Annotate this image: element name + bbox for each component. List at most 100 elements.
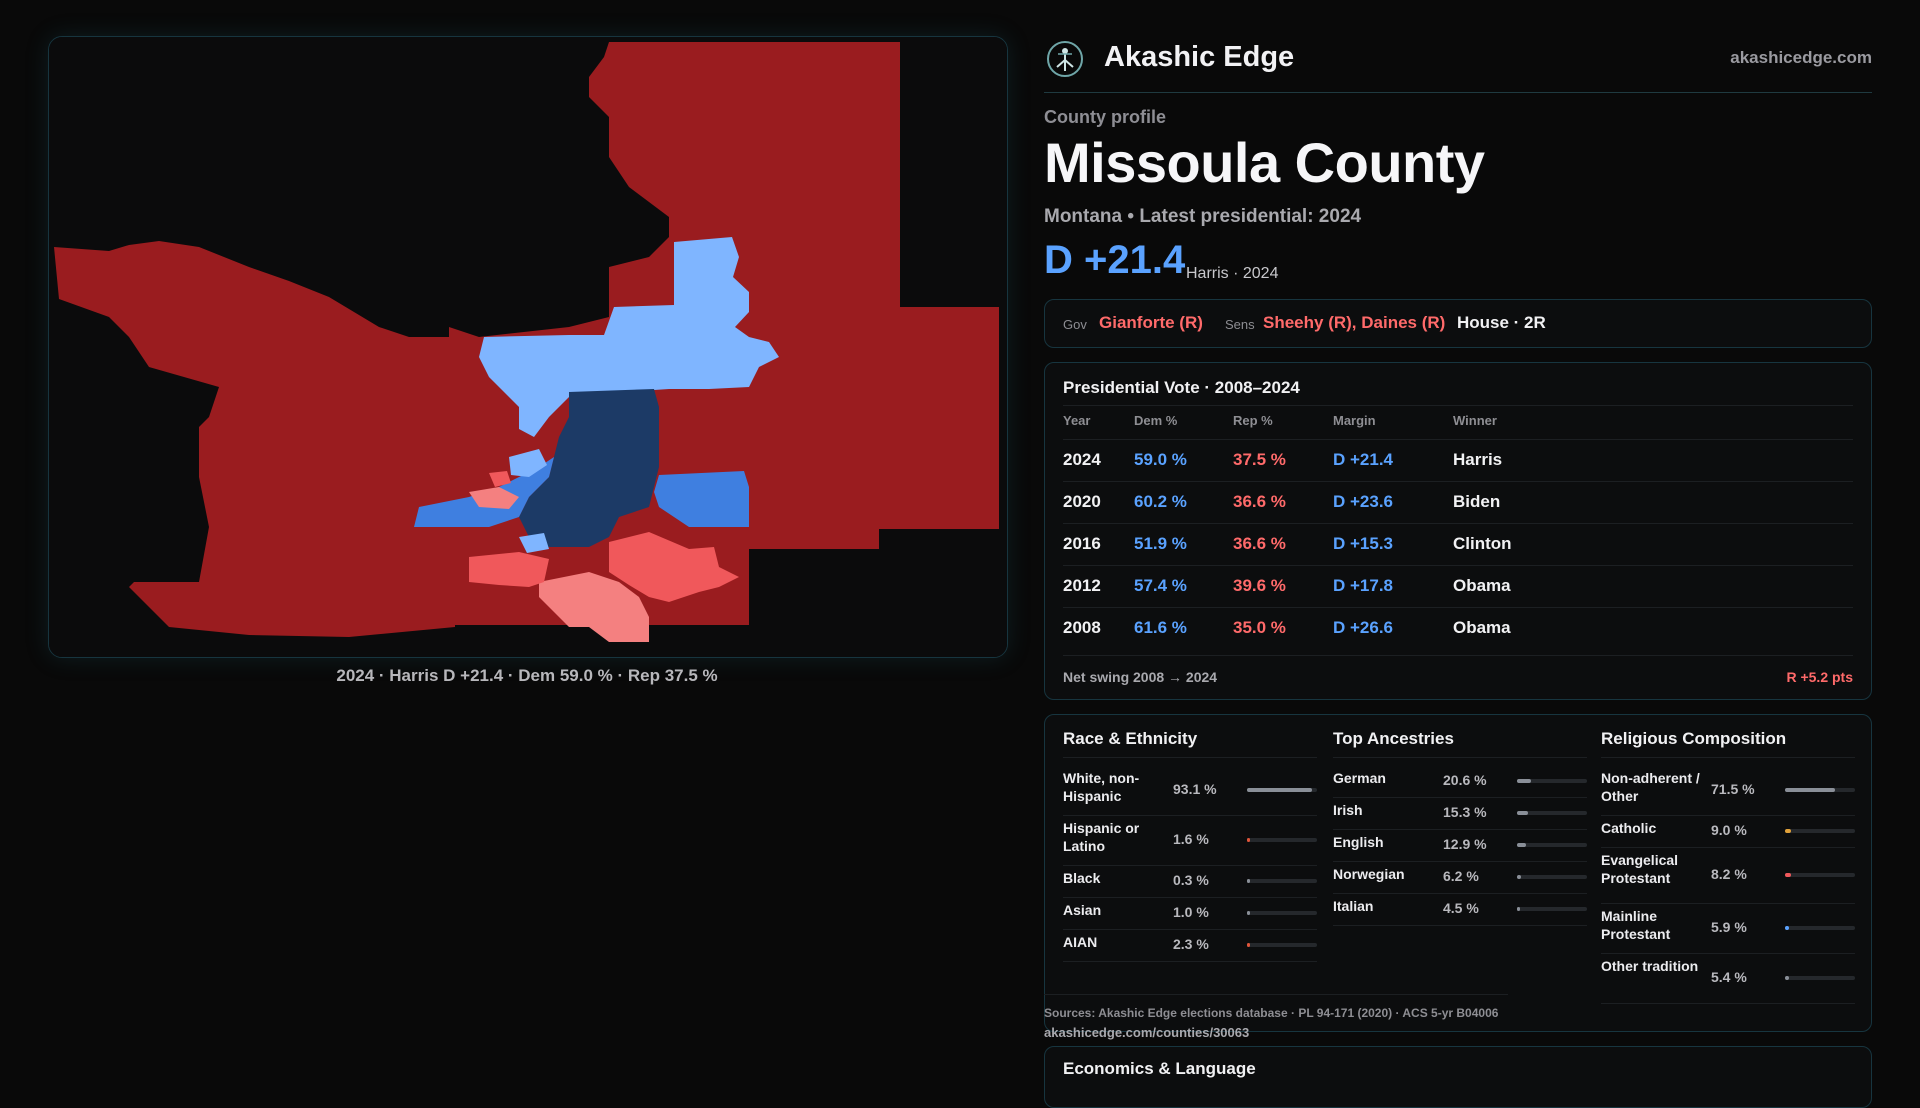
house-delegation: House · 2R	[1457, 313, 1546, 332]
religion-bar-fill	[1785, 976, 1789, 980]
race-row: Black 0.3 %	[1063, 865, 1317, 898]
vote-cell-rep: 36.6 %	[1233, 492, 1286, 511]
brand-name: Akashic Edge	[1104, 41, 1295, 73]
vote-row[interactable]: 2020 60.2 % 36.6 % D +23.6 Biden	[1063, 481, 1853, 523]
governor-name: Gianforte (R)	[1099, 313, 1203, 332]
vote-row[interactable]: 2008 61.6 % 35.0 % D +26.6 Obama	[1063, 607, 1853, 649]
tree-of-life-icon	[1047, 41, 1083, 77]
ancestry-label: Norwegian	[1333, 866, 1405, 882]
sources-rule	[1044, 994, 1508, 995]
race-value: 2.3 %	[1173, 936, 1209, 952]
ancestry-label: Italian	[1333, 898, 1374, 914]
profile-subtitle: Montana • Latest presidential: 2024	[1044, 206, 1362, 227]
vote-cell-winner: Obama	[1453, 576, 1511, 595]
vote-cell-dem: 51.9 %	[1134, 534, 1187, 553]
precinct-small-1[interactable]	[469, 487, 519, 509]
precinct-rep-south-light[interactable]	[539, 572, 649, 642]
vote-cell-dem: 59.0 %	[1134, 450, 1187, 469]
source-url-link[interactable]: akashicedge.com/counties/30063	[1044, 1025, 1250, 1040]
vote-row[interactable]: 2016 51.9 % 36.6 % D +15.3 Clinton	[1063, 523, 1853, 565]
precinct-dem-core[interactable]	[519, 389, 659, 547]
county-map[interactable]	[48, 36, 1008, 658]
religion-value: 8.2 %	[1711, 866, 1747, 882]
page-title: Missoula County	[1044, 131, 1485, 194]
religion-bar-track	[1785, 788, 1855, 792]
header-dem: Dem %	[1134, 413, 1178, 428]
vote-cell-winner: Obama	[1453, 618, 1511, 637]
religion-row: Catholic 9.0 %	[1601, 815, 1855, 848]
vote-cell-year: 2024	[1063, 450, 1101, 469]
ancestry-bar-track	[1517, 907, 1587, 911]
race-value: 1.0 %	[1173, 904, 1209, 920]
religion-row: Non-adherent / Other 71.5 %	[1601, 765, 1855, 816]
precinct-dem-east[interactable]	[654, 471, 749, 527]
race-bar-track	[1247, 788, 1317, 792]
presidential-vote-card: Presidential Vote · 2008–2024 Year Dem %…	[1044, 362, 1872, 700]
vote-cell-year: 2008	[1063, 618, 1101, 637]
vote-cell-margin: D +17.8	[1333, 576, 1394, 595]
presidential-title: Presidential Vote · 2008–2024	[1063, 378, 1300, 397]
vote-cell-dem: 61.6 %	[1134, 618, 1187, 637]
religion-value: 5.9 %	[1711, 919, 1747, 935]
religion-bar-track	[1785, 873, 1855, 877]
header-rep: Rep %	[1233, 413, 1273, 428]
precinct-small-4[interactable]	[519, 533, 549, 553]
header-winner: Winner	[1453, 413, 1497, 428]
ancestry-bar-fill	[1517, 811, 1528, 815]
vote-cell-year: 2016	[1063, 534, 1101, 553]
religion-bar-fill	[1785, 926, 1789, 930]
race-bar-track	[1247, 911, 1317, 915]
ancestry-row: Irish 15.3 %	[1333, 797, 1587, 830]
vote-cell-margin: D +21.4	[1333, 450, 1394, 469]
swing-value: R +5.2 pts	[1786, 669, 1853, 685]
economics-card: Economics & Language	[1044, 1046, 1872, 1108]
precinct-rep-south-mid[interactable]	[609, 532, 739, 602]
vote-cell-dem: 57.4 %	[1134, 576, 1187, 595]
ancestry-value: 6.2 %	[1443, 868, 1479, 884]
ancestry-bar-track	[1517, 811, 1587, 815]
header-year: Year	[1063, 413, 1091, 428]
precinct-rep-southwest[interactable]	[469, 552, 549, 587]
religion-label: Non-adherent / Other	[1601, 770, 1700, 804]
precinct-small-3[interactable]	[509, 449, 547, 477]
vote-cell-rep: 39.6 %	[1233, 576, 1286, 595]
profile-eyebrow: County profile	[1044, 107, 1166, 127]
map-caption: 2024 · Harris D +21.4 · Dem 59.0 % · Rep…	[336, 666, 718, 685]
precinct-small-2[interactable]	[489, 471, 511, 487]
ancestry-value: 4.5 %	[1443, 900, 1479, 916]
race-bar-track	[1247, 838, 1317, 842]
header-margin: Margin	[1333, 413, 1376, 428]
brand-url-link[interactable]: akashicedge.com	[1730, 48, 1872, 67]
ancestry-value: 20.6 %	[1443, 772, 1487, 788]
precinct-dem-north[interactable]	[479, 237, 779, 437]
religion-bar-track	[1785, 926, 1855, 930]
religion-bar-fill	[1785, 788, 1835, 792]
precinct-map[interactable]	[49, 37, 1007, 657]
officials-bar: Gov Gianforte (R) Sens Sheehy (R), Daine…	[1044, 299, 1872, 348]
ancestry-value: 12.9 %	[1443, 836, 1487, 852]
race-bar-fill	[1247, 838, 1250, 842]
vote-row[interactable]: 2024 59.0 % 37.5 % D +21.4 Harris	[1063, 439, 1853, 481]
religion-row: Mainline Protestant 5.9 %	[1601, 903, 1855, 954]
religion-bar-track	[1785, 829, 1855, 833]
religion-title: Religious Composition	[1601, 729, 1787, 748]
ancestry-bar-track	[1517, 875, 1587, 879]
vote-cell-margin: D +23.6	[1333, 492, 1394, 511]
race-bar-track	[1247, 879, 1317, 883]
race-label: AIAN	[1063, 934, 1098, 950]
vote-cell-year: 2020	[1063, 492, 1101, 511]
race-value: 93.1 %	[1173, 781, 1217, 797]
race-label: Hispanic or Latino	[1063, 820, 1140, 854]
race-row: Hispanic or Latino 1.6 %	[1063, 815, 1317, 866]
vote-row[interactable]: 2012 57.4 % 39.6 % D +17.8 Obama	[1063, 565, 1853, 607]
vote-cell-rep: 37.5 %	[1233, 450, 1286, 469]
net-swing-row: Net swing 2008 → 2024 R +5.2 pts	[1063, 655, 1853, 696]
religion-label: Mainline Protestant	[1601, 908, 1671, 942]
vote-cell-winner: Clinton	[1453, 534, 1512, 553]
gov-label: Gov	[1063, 317, 1087, 332]
religion-value: 5.4 %	[1711, 969, 1747, 985]
religion-rule	[1601, 757, 1855, 758]
race-label: Black	[1063, 870, 1101, 886]
ancestry-label: English	[1333, 834, 1384, 850]
religion-row: Evangelical Protestant 8.2 %	[1601, 847, 1855, 904]
